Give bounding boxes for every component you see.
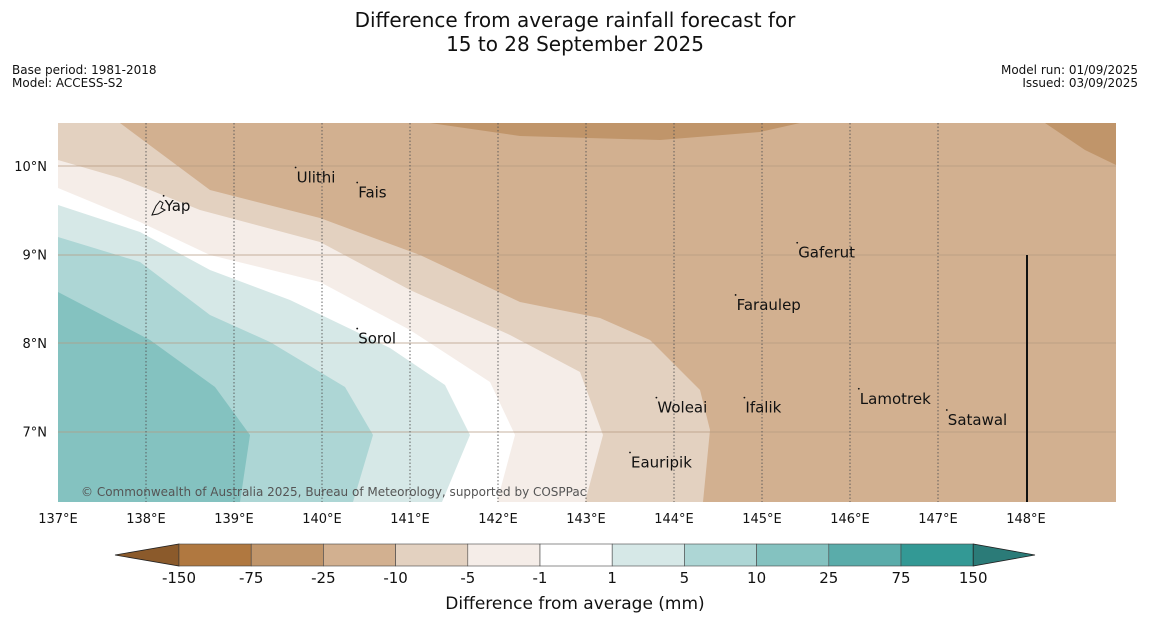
x-tick-label: 143°E: [566, 512, 606, 527]
place-marker: [796, 241, 799, 244]
colorbar-tick-label: 5: [680, 569, 690, 587]
title-line-1: Difference from average rainfall forecas…: [354, 8, 796, 32]
band-minus-75-corner: [1045, 123, 1116, 165]
colorbar-tick-label: -75: [239, 569, 264, 587]
place-label: Sorol: [358, 330, 396, 348]
place-marker: [743, 396, 746, 399]
x-tick-label: 147°E: [918, 512, 958, 527]
run-info: Model run: 01/09/2025 Issued: 03/09/2025: [1001, 64, 1138, 90]
colorbar-extend-high: [972, 543, 1036, 567]
place-marker: [356, 327, 359, 330]
x-tick-label: 140°E: [302, 512, 342, 527]
colorbar-swatch: [395, 543, 469, 567]
band-minus-75-top: [430, 123, 800, 140]
place-label: Woleai: [657, 399, 707, 417]
place-label: Gaferut: [798, 244, 855, 262]
colorbar-tick-label: -150: [162, 569, 196, 587]
colorbar-swatch: [250, 543, 324, 567]
x-tick-label: 142°E: [478, 512, 518, 527]
place-label: Satawal: [948, 411, 1007, 429]
y-tick-label: 7°N: [23, 426, 48, 441]
place-label: Yap: [164, 197, 191, 215]
colorbar-swatch: [467, 543, 541, 567]
place-marker: [356, 181, 359, 184]
colorbar-title: Difference from average (mm): [445, 594, 705, 614]
place-marker: [629, 451, 631, 454]
place-label: Faraulep: [737, 296, 801, 314]
colorbar-swatches: [114, 543, 1036, 567]
longitude-gridlines: [145, 123, 939, 502]
x-tick-label: 148°E: [1006, 512, 1046, 527]
yap-island: [151, 200, 167, 216]
place-label: Ifalik: [745, 399, 781, 417]
colorbar-tick-label: -10: [383, 569, 408, 587]
colorbar-swatch: [756, 543, 830, 567]
colorbar-tick-label: 150: [959, 569, 988, 587]
place-marker: [734, 294, 737, 296]
place-marker: [162, 194, 165, 197]
place-label: Eauripik: [631, 453, 692, 471]
rainfall-contours: Yap Ulithi Fais Gaferut Faraulep Sorol Lamotre…: [58, 123, 1116, 502]
place-label: Lamotrek: [860, 390, 931, 408]
place-label: Fais: [358, 184, 387, 202]
colorbar-swatch: [323, 543, 396, 567]
x-tick-label: 141°E: [390, 512, 430, 527]
copyright-notice: © Commonwealth of Australia 2025, Bureau…: [81, 485, 586, 499]
place-labels: Yap Ulithi Fais Gaferut Faraulep Sorol Lamotre…: [162, 166, 1007, 471]
place-marker: [945, 409, 948, 411]
colorbar-tick-label: 25: [819, 569, 838, 587]
y-tick-label: 8°N: [23, 337, 48, 352]
x-tick-label: 139°E: [214, 512, 254, 527]
x-tick-label: 146°E: [830, 512, 870, 527]
model-name: Model: ACCESS-S2: [12, 76, 124, 90]
model-run: Model run: 01/09/2025: [1000, 63, 1138, 77]
place-marker: [857, 387, 860, 390]
place-label: Ulithi: [297, 169, 336, 187]
model-info: Base period: 1981-2018 Model: ACCESS-S2: [12, 64, 157, 90]
colorbar-tick-label: -1: [533, 569, 548, 587]
colorbar-tick-label: -5: [460, 569, 475, 587]
colorbar-swatch: [828, 543, 902, 567]
colorbar-extend-low: [114, 543, 180, 567]
place-marker: [655, 396, 658, 399]
issued-date: Issued: 03/09/2025: [1022, 76, 1138, 90]
colorbar-tick-label: 10: [747, 569, 766, 587]
colorbar-labels: -150 -75 -25 -10 -5 -1 1 5 10 25 75 150: [162, 569, 988, 587]
colorbar-swatch: [539, 543, 613, 567]
base-period: Base period: 1981-2018: [12, 63, 157, 77]
chart-title: Difference from average rainfall forecas…: [0, 8, 1150, 56]
colorbar-swatch: [178, 543, 252, 567]
band-plus-10: [58, 292, 250, 502]
x-axis-labels: 137°E 138°E 139°E 140°E 141°E 142°E 143°E 144°E…: [38, 512, 1046, 527]
colorbar-swatch: [900, 543, 974, 567]
y-axis-labels: 10°N 9°N 8°N 7°N: [14, 160, 47, 441]
x-tick-label: 138°E: [126, 512, 166, 527]
y-tick-label: 10°N: [14, 160, 47, 175]
x-tick-label: 137°E: [38, 512, 78, 527]
colorbar-swatch: [684, 543, 757, 567]
x-tick-label: 144°E: [654, 512, 694, 527]
y-tick-label: 9°N: [23, 249, 48, 264]
title-line-2: 15 to 28 September 2025: [446, 32, 704, 56]
x-tick-label: 145°E: [742, 512, 782, 527]
colorbar-tick-label: -25: [311, 569, 336, 587]
colorbar-swatch: [611, 543, 685, 567]
place-marker: [294, 166, 297, 169]
colorbar-tick-label: 75: [891, 569, 910, 587]
colorbar-tick-label: 1: [607, 569, 617, 587]
